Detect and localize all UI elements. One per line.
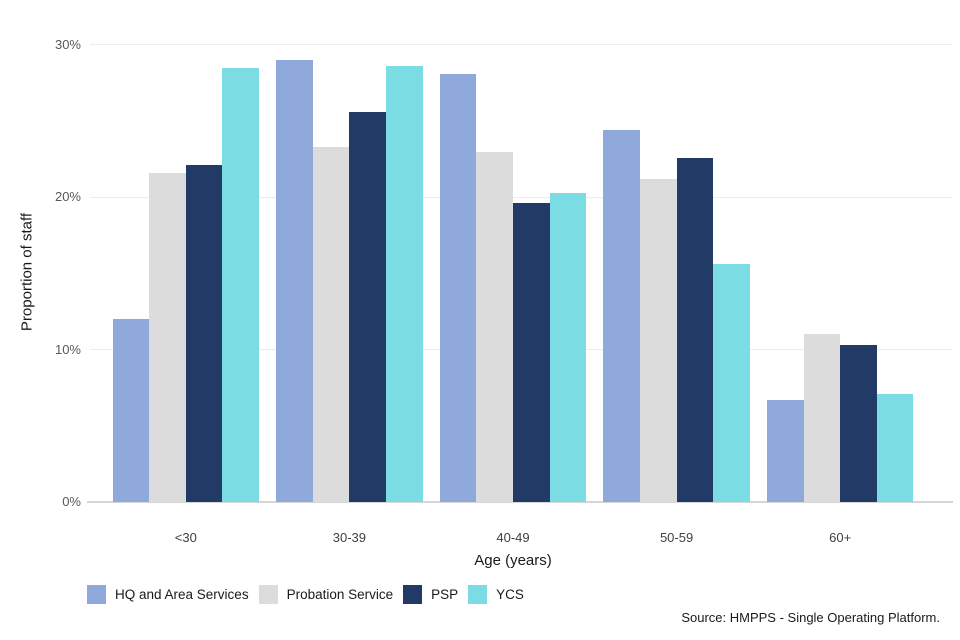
y-tick-label: 10% (54, 341, 81, 357)
bar-group (595, 44, 759, 502)
gridline-30% (90, 44, 953, 46)
legend-item: HQ and Area Services (87, 585, 249, 604)
legend-item: YCS (468, 585, 524, 604)
legend-label: PSP (431, 587, 459, 602)
bar (439, 73, 477, 502)
bar (512, 203, 550, 502)
bar-group (758, 44, 922, 502)
x-tick-label: 40-49 (496, 530, 530, 545)
bar (803, 334, 841, 502)
bar (349, 111, 386, 502)
bar (185, 165, 223, 502)
bar (549, 192, 587, 502)
bar (222, 67, 259, 502)
bar (676, 157, 714, 502)
y-tick-label: 20% (54, 189, 81, 205)
legend-label: HQ and Area Services (115, 587, 249, 602)
legend-item: Probation Service (258, 585, 394, 604)
legend-swatch-icon (258, 585, 278, 604)
bar-group (268, 44, 432, 502)
source-note: Source: HMPPS - Single Operating Platfor… (681, 610, 940, 625)
x-axis-line (87, 501, 953, 503)
bar-group (104, 44, 268, 502)
legend: HQ and Area Services Probation Service PSP… (87, 585, 524, 604)
x-tick-labels: <30 30-39 40-49 50-59 60+ (104, 530, 922, 545)
legend-label: Probation Service (286, 587, 394, 602)
legend-swatch-icon (468, 585, 488, 604)
x-tick-label: 60+ (829, 530, 852, 545)
bars-region (104, 44, 922, 502)
legend-label: YCS (496, 587, 524, 602)
bar (385, 66, 423, 502)
x-tick-label: 50-59 (659, 530, 694, 545)
x-tick-label: 30-39 (332, 530, 367, 545)
y-tick-label: 0% (62, 494, 81, 509)
x-axis-title: Age (years) (474, 552, 552, 569)
y-axis-title: Proportion of staff (18, 212, 36, 332)
bar (766, 399, 804, 502)
bar (603, 130, 640, 502)
gridline-20% (90, 196, 953, 198)
bar (112, 319, 150, 502)
bar-group (431, 44, 595, 502)
bar (276, 60, 313, 502)
bar (713, 264, 750, 502)
bar (876, 393, 914, 502)
y-tick-label: 30% (54, 36, 81, 52)
bar (840, 345, 877, 502)
bar (639, 178, 677, 502)
x-tick-label: <30 (174, 530, 197, 545)
bar (476, 151, 513, 502)
legend-item: PSP (403, 585, 458, 604)
bar (149, 172, 186, 502)
legend-swatch-icon (87, 585, 106, 604)
legend-swatch-icon (403, 585, 423, 604)
bar (312, 146, 350, 502)
